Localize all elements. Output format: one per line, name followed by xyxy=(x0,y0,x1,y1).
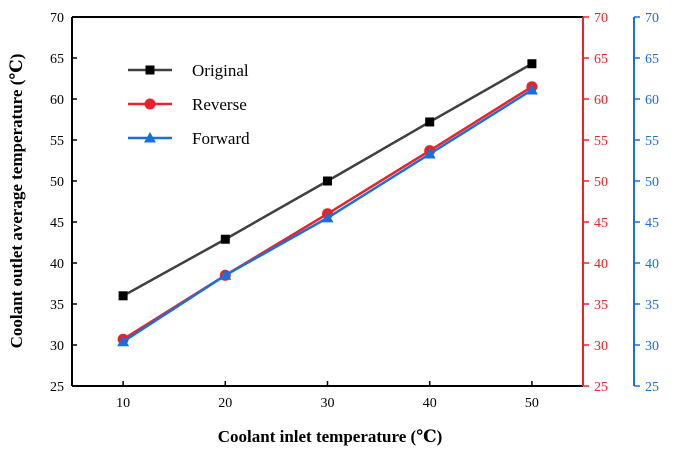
series-original-point xyxy=(323,176,332,186)
legend-reverse-label: Reverse xyxy=(192,95,247,114)
red-axis-tick-label: 55 xyxy=(594,134,608,149)
y-tick-label: 30 xyxy=(50,339,64,354)
red-axis-tick-label: 30 xyxy=(594,339,608,354)
blue-axis-tick-label: 40 xyxy=(645,257,659,272)
red-axis-tick-label: 25 xyxy=(594,380,608,395)
red-axis-tick-label: 60 xyxy=(594,93,608,108)
series-original xyxy=(118,59,537,301)
series-forward-point xyxy=(423,147,436,159)
series-original-point xyxy=(527,59,537,69)
y-tick-label: 45 xyxy=(50,216,64,231)
legend: Original Reverse Forward xyxy=(128,61,250,148)
y-tick-label: 25 xyxy=(50,380,64,395)
series-original-point xyxy=(118,291,128,301)
blue-axis-tick-label: 35 xyxy=(645,298,659,313)
series-forward-point xyxy=(321,211,334,223)
y-tick-label: 35 xyxy=(50,298,64,313)
series-original-point xyxy=(220,234,230,244)
y-axis-blue: 25 30 35 40 45 50 55 60 65 70 xyxy=(633,11,659,395)
series-forward-point xyxy=(117,335,130,347)
series-layer xyxy=(117,59,538,347)
red-axis-tick-label: 65 xyxy=(594,52,608,67)
blue-axis-tick-label: 60 xyxy=(645,93,659,108)
blue-axis-tick-label: 30 xyxy=(645,339,659,354)
legend-forward-label: Forward xyxy=(192,129,250,148)
x-tick-label: 30 xyxy=(321,396,335,411)
red-axis-tick-label: 40 xyxy=(594,257,608,272)
x-tick-label: 50 xyxy=(525,396,539,411)
y-tick-label: 55 xyxy=(50,134,64,149)
legend-reverse-marker xyxy=(144,98,156,110)
blue-axis-tick-label: 45 xyxy=(645,216,659,231)
blue-axis-tick-label: 50 xyxy=(645,175,659,190)
y-axis-title: Coolant outlet average temperature (℃) xyxy=(7,54,26,349)
y-axis-left: 25 30 35 40 45 50 55 60 65 70 xyxy=(50,11,77,395)
series-forward-point xyxy=(219,269,232,280)
x-axis: 10 20 30 40 50 xyxy=(116,381,539,411)
y-tick-label: 70 xyxy=(50,11,64,26)
series-forward xyxy=(117,83,538,347)
y-tick-label: 65 xyxy=(50,52,64,67)
series-original-point xyxy=(425,117,435,127)
red-axis-tick-label: 50 xyxy=(594,175,608,190)
x-tick-label: 40 xyxy=(423,396,437,411)
series-forward-point xyxy=(525,83,538,95)
blue-axis-tick-label: 70 xyxy=(645,11,659,26)
y-tick-label: 50 xyxy=(50,175,64,190)
y-axis-red: 25 30 35 40 45 50 55 60 65 70 xyxy=(582,11,608,395)
red-axis-tick-label: 35 xyxy=(594,298,608,313)
y-tick-label: 60 xyxy=(50,93,64,108)
x-axis-title: Coolant inlet temperature (℃) xyxy=(218,427,442,446)
red-axis-tick-label: 45 xyxy=(594,216,608,231)
x-tick-label: 20 xyxy=(218,396,232,411)
red-axis-tick-label: 70 xyxy=(594,11,608,26)
legend-original-marker xyxy=(145,65,155,75)
blue-axis-tick-label: 55 xyxy=(645,134,659,149)
blue-axis-tick-label: 25 xyxy=(645,380,659,395)
legend-forward-marker xyxy=(144,132,156,143)
blue-axis-tick-label: 65 xyxy=(645,52,659,67)
y-tick-label: 40 xyxy=(50,257,64,272)
x-tick-label: 10 xyxy=(116,396,130,411)
legend-original-label: Original xyxy=(192,61,249,80)
